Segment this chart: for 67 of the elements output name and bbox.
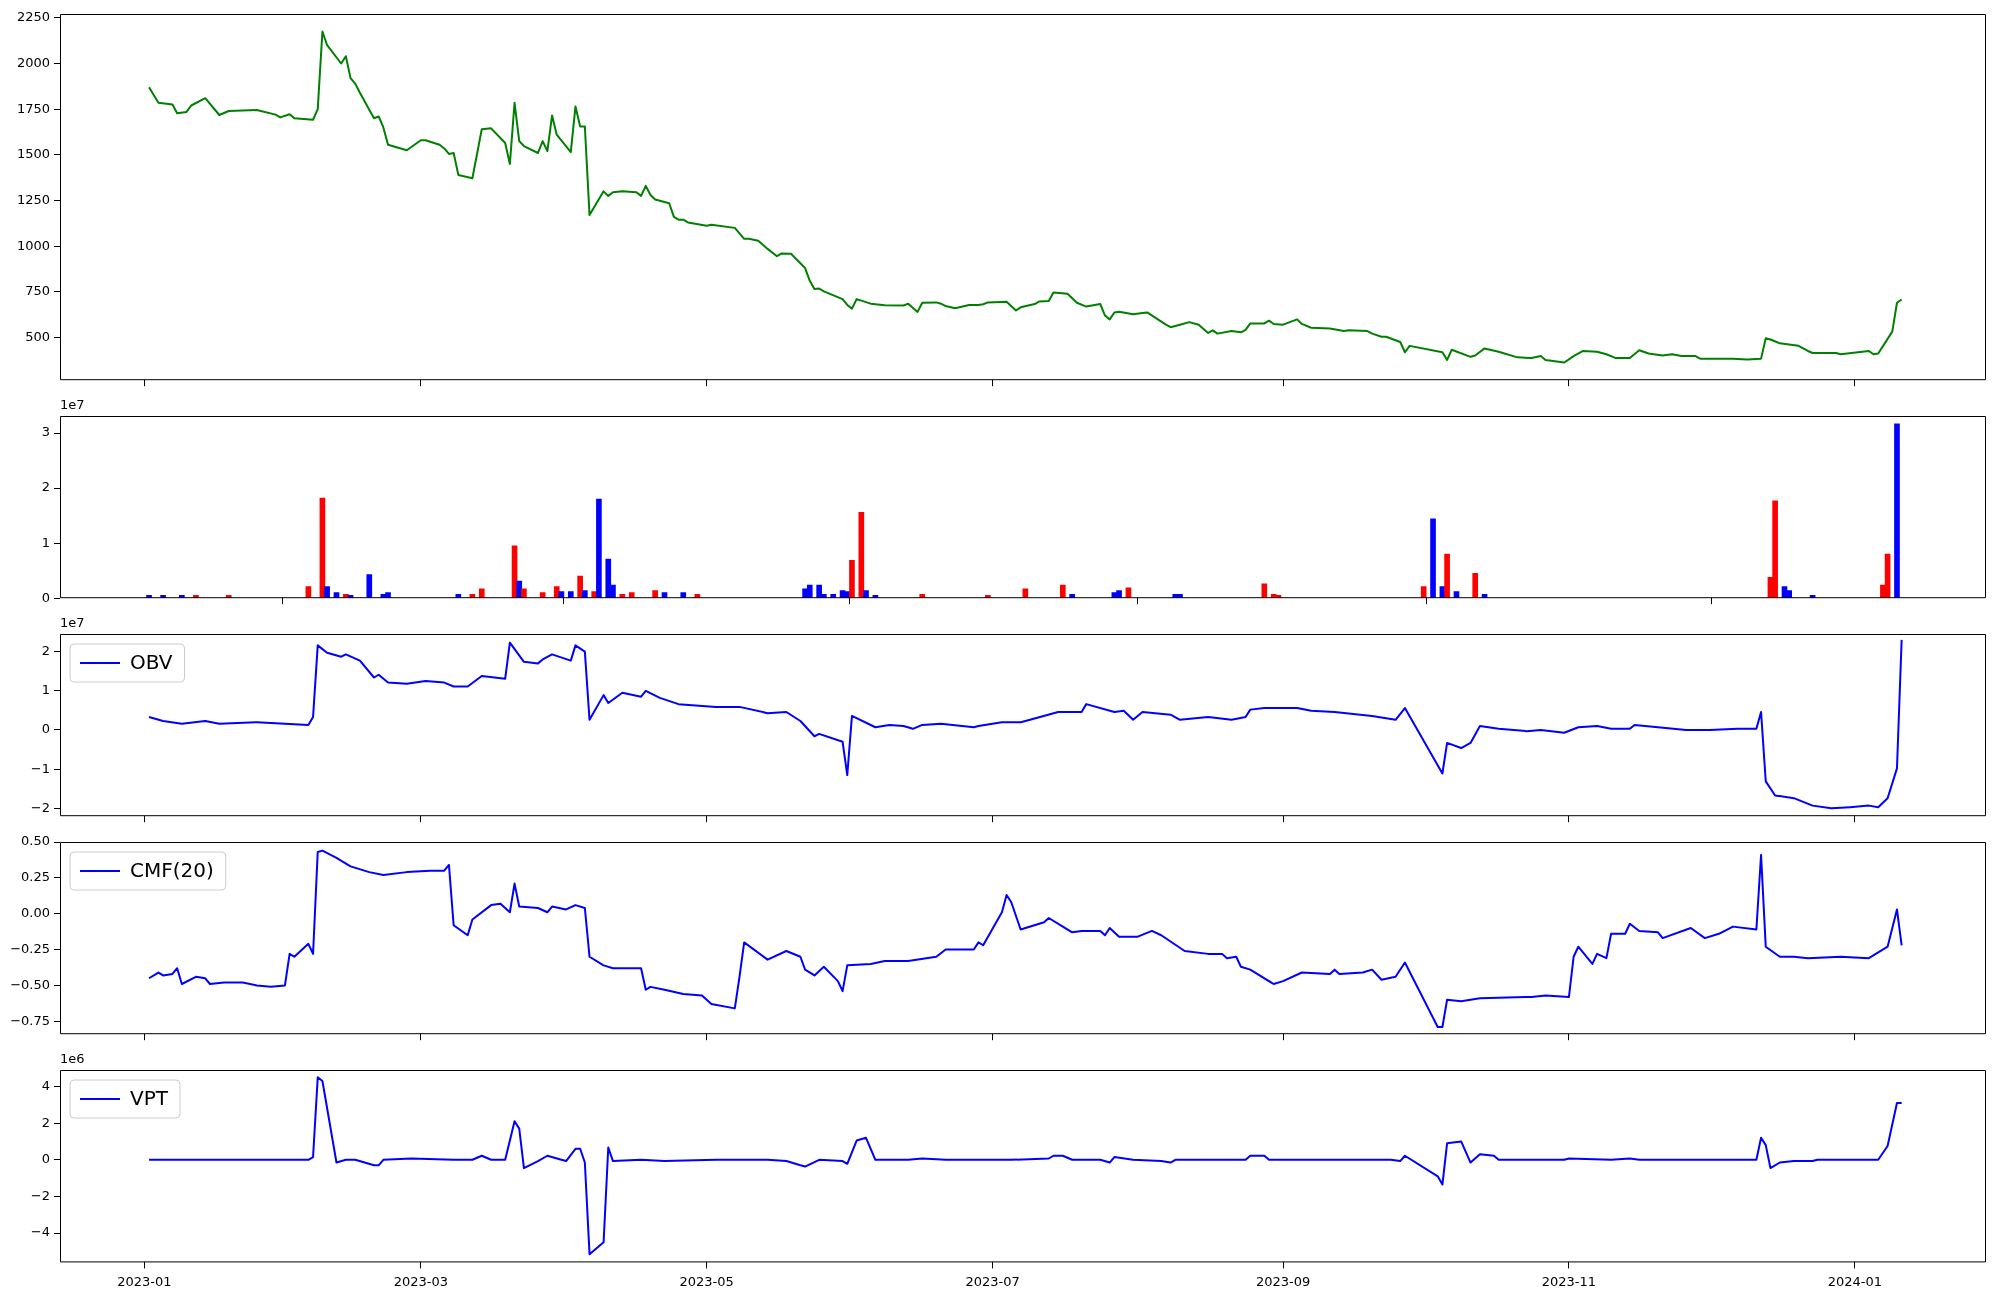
y-tick-label: 0	[41, 1151, 50, 1167]
bar	[605, 558, 612, 599]
x-tick-label: 2023-05	[679, 1273, 734, 1289]
y-tick-label: 0.50	[21, 833, 50, 849]
text: 1e7	[60, 614, 85, 630]
y-tick-label: 1000	[16, 237, 50, 253]
y-tick-label: 0	[41, 721, 50, 737]
y-tick-label: 2	[41, 479, 50, 495]
bar	[849, 559, 855, 599]
y-tick-label: 2	[41, 1114, 50, 1130]
legend-label: CMF(20)	[130, 858, 214, 883]
y-tick-label: −0.75	[10, 1012, 50, 1028]
text: 1e6	[60, 1050, 85, 1066]
x-tick-label: 2023-01	[117, 1273, 172, 1289]
y-tick-label: 1750	[16, 100, 50, 116]
bar	[680, 592, 687, 599]
y-tick-label: 1	[41, 682, 50, 698]
y-tick-label: −0.50	[10, 976, 50, 992]
bar	[1472, 573, 1479, 599]
y-tick-label: 2000	[16, 54, 50, 70]
bar	[806, 584, 813, 599]
y-tick-label: 1500	[16, 146, 50, 162]
bar	[652, 590, 658, 599]
y-tick-label: 3	[41, 424, 50, 440]
y-tick-label: −4	[30, 1224, 50, 1240]
bar	[516, 580, 523, 599]
y-tick-label: 2	[41, 643, 50, 659]
y-tick-label: 500	[25, 328, 50, 344]
bar	[366, 574, 373, 599]
bar	[628, 592, 635, 599]
y-tick-label: 1250	[16, 191, 50, 207]
bar	[1772, 500, 1778, 599]
y-tick-label: 1	[41, 534, 50, 550]
bar	[858, 512, 865, 599]
y-tick-label: 2250	[16, 9, 50, 25]
y-tick-label: 0	[41, 589, 50, 605]
bar	[324, 586, 330, 599]
y-tick-label: −0.25	[10, 940, 50, 956]
bar	[863, 590, 869, 599]
bar	[577, 575, 583, 599]
bar	[1894, 423, 1900, 599]
bar	[1430, 518, 1436, 599]
legend-label: OBV	[130, 650, 173, 675]
bar	[385, 592, 391, 599]
bar	[1060, 584, 1066, 599]
bar	[1116, 590, 1122, 599]
bar	[567, 591, 574, 599]
bar	[1786, 590, 1793, 599]
x-tick-label: 2023-11	[1541, 1273, 1597, 1289]
x-tick-label: 2023-09	[1255, 1273, 1311, 1289]
y-tick-label: 0.25	[21, 869, 50, 885]
x-tick-label: 2023-03	[393, 1273, 448, 1289]
y-tick-label: −2	[30, 799, 50, 815]
y-tick-label: −2	[30, 1187, 50, 1203]
y-tick-label: −1	[30, 760, 50, 776]
bar	[596, 498, 602, 599]
bar	[539, 592, 546, 599]
legend-label: VPT	[130, 1086, 169, 1111]
bar	[1444, 553, 1450, 599]
x-tick-label: 2024-01	[1827, 1273, 1882, 1289]
y-tick-label: 4	[41, 1077, 50, 1093]
x-tick-label: 2023-07	[965, 1273, 1020, 1289]
bar	[553, 586, 560, 599]
y-tick-label: 0.00	[21, 905, 50, 921]
text: 1e7	[60, 396, 85, 412]
bar	[582, 590, 588, 599]
y-tick-label: 750	[25, 283, 50, 299]
